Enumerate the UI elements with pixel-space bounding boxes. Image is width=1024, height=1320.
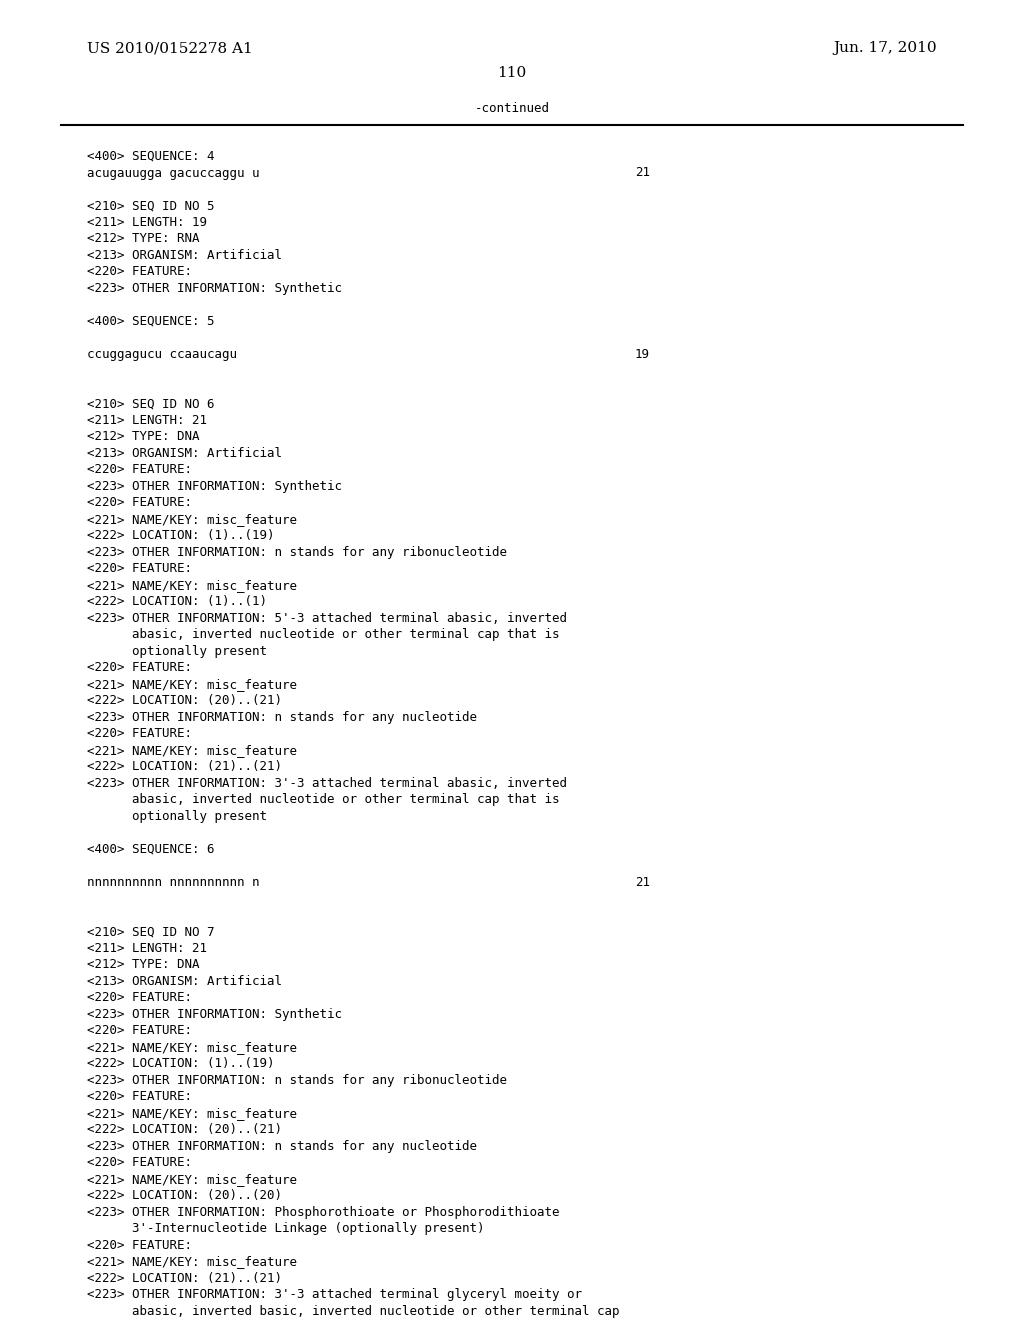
Text: optionally present: optionally present bbox=[87, 810, 267, 822]
Text: -continued: -continued bbox=[474, 102, 550, 115]
Text: <400> SEQUENCE: 4: <400> SEQUENCE: 4 bbox=[87, 150, 215, 162]
Text: <222> LOCATION: (20)..(21): <222> LOCATION: (20)..(21) bbox=[87, 694, 282, 708]
Text: <223> OTHER INFORMATION: 5'-3 attached terminal abasic, inverted: <223> OTHER INFORMATION: 5'-3 attached t… bbox=[87, 612, 567, 624]
Text: <400> SEQUENCE: 5: <400> SEQUENCE: 5 bbox=[87, 315, 215, 327]
Text: <212> TYPE: RNA: <212> TYPE: RNA bbox=[87, 232, 200, 246]
Text: <211> LENGTH: 21: <211> LENGTH: 21 bbox=[87, 942, 207, 954]
Text: <212> TYPE: DNA: <212> TYPE: DNA bbox=[87, 958, 200, 972]
Text: <223> OTHER INFORMATION: 3'-3 attached terminal abasic, inverted: <223> OTHER INFORMATION: 3'-3 attached t… bbox=[87, 777, 567, 789]
Text: abasic, inverted basic, inverted nucleotide or other terminal cap: abasic, inverted basic, inverted nucleot… bbox=[87, 1305, 620, 1317]
Text: <220> FEATURE:: <220> FEATURE: bbox=[87, 661, 193, 675]
Text: <223> OTHER INFORMATION: n stands for any ribonucleotide: <223> OTHER INFORMATION: n stands for an… bbox=[87, 546, 507, 558]
Text: <223> OTHER INFORMATION: n stands for any nucleotide: <223> OTHER INFORMATION: n stands for an… bbox=[87, 711, 477, 723]
Text: <213> ORGANISM: Artificial: <213> ORGANISM: Artificial bbox=[87, 447, 282, 459]
Text: <221> NAME/KEY: misc_feature: <221> NAME/KEY: misc_feature bbox=[87, 744, 297, 756]
Text: <213> ORGANISM: Artificial: <213> ORGANISM: Artificial bbox=[87, 249, 282, 261]
Text: <211> LENGTH: 19: <211> LENGTH: 19 bbox=[87, 216, 207, 228]
Text: Jun. 17, 2010: Jun. 17, 2010 bbox=[834, 41, 937, 55]
Text: <223> OTHER INFORMATION: 3'-3 attached terminal glyceryl moeity or: <223> OTHER INFORMATION: 3'-3 attached t… bbox=[87, 1288, 582, 1302]
Text: <221> NAME/KEY: misc_feature: <221> NAME/KEY: misc_feature bbox=[87, 579, 297, 591]
Text: <222> LOCATION: (20)..(21): <222> LOCATION: (20)..(21) bbox=[87, 1123, 282, 1137]
Text: <220> FEATURE:: <220> FEATURE: bbox=[87, 727, 193, 741]
Text: 21: 21 bbox=[635, 166, 650, 180]
Text: <221> NAME/KEY: misc_feature: <221> NAME/KEY: misc_feature bbox=[87, 513, 297, 525]
Text: <221> NAME/KEY: misc_feature: <221> NAME/KEY: misc_feature bbox=[87, 1173, 297, 1185]
Text: <222> LOCATION: (1)..(1): <222> LOCATION: (1)..(1) bbox=[87, 595, 267, 609]
Text: <223> OTHER INFORMATION: n stands for any nucleotide: <223> OTHER INFORMATION: n stands for an… bbox=[87, 1140, 477, 1152]
Text: <220> FEATURE:: <220> FEATURE: bbox=[87, 463, 193, 477]
Text: <220> FEATURE:: <220> FEATURE: bbox=[87, 1024, 193, 1038]
Text: <220> FEATURE:: <220> FEATURE: bbox=[87, 562, 193, 576]
Text: <210> SEQ ID NO 5: <210> SEQ ID NO 5 bbox=[87, 199, 215, 213]
Text: <221> NAME/KEY: misc_feature: <221> NAME/KEY: misc_feature bbox=[87, 1255, 297, 1269]
Text: 19: 19 bbox=[635, 348, 650, 360]
Text: <210> SEQ ID NO 6: <210> SEQ ID NO 6 bbox=[87, 397, 215, 411]
Text: <210> SEQ ID NO 7: <210> SEQ ID NO 7 bbox=[87, 925, 215, 939]
Text: <220> FEATURE:: <220> FEATURE: bbox=[87, 1239, 193, 1251]
Text: <220> FEATURE:: <220> FEATURE: bbox=[87, 991, 193, 1005]
Text: ccuggagucu ccaaucagu: ccuggagucu ccaaucagu bbox=[87, 348, 237, 360]
Text: <223> OTHER INFORMATION: Synthetic: <223> OTHER INFORMATION: Synthetic bbox=[87, 282, 342, 294]
Text: <223> OTHER INFORMATION: Synthetic: <223> OTHER INFORMATION: Synthetic bbox=[87, 1008, 342, 1020]
Text: <220> FEATURE:: <220> FEATURE: bbox=[87, 265, 193, 279]
Text: <221> NAME/KEY: misc_feature: <221> NAME/KEY: misc_feature bbox=[87, 1107, 297, 1119]
Text: US 2010/0152278 A1: US 2010/0152278 A1 bbox=[87, 41, 253, 55]
Text: nnnnnnnnnn nnnnnnnnnn n: nnnnnnnnnn nnnnnnnnnn n bbox=[87, 876, 259, 888]
Text: <223> OTHER INFORMATION: Phosphorothioate or Phosphorodithioate: <223> OTHER INFORMATION: Phosphorothioat… bbox=[87, 1206, 559, 1218]
Text: acugauugga gacuccaggu u: acugauugga gacuccaggu u bbox=[87, 166, 259, 180]
Text: <212> TYPE: DNA: <212> TYPE: DNA bbox=[87, 430, 200, 444]
Text: <222> LOCATION: (1)..(19): <222> LOCATION: (1)..(19) bbox=[87, 529, 274, 543]
Text: abasic, inverted nucleotide or other terminal cap that is: abasic, inverted nucleotide or other ter… bbox=[87, 793, 559, 807]
Text: <222> LOCATION: (20)..(20): <222> LOCATION: (20)..(20) bbox=[87, 1189, 282, 1203]
Text: <213> ORGANISM: Artificial: <213> ORGANISM: Artificial bbox=[87, 975, 282, 987]
Text: <221> NAME/KEY: misc_feature: <221> NAME/KEY: misc_feature bbox=[87, 1041, 297, 1053]
Text: 3'-Internucleotide Linkage (optionally present): 3'-Internucleotide Linkage (optionally p… bbox=[87, 1222, 484, 1236]
Text: <211> LENGTH: 21: <211> LENGTH: 21 bbox=[87, 414, 207, 426]
Text: <400> SEQUENCE: 6: <400> SEQUENCE: 6 bbox=[87, 843, 215, 855]
Text: abasic, inverted nucleotide or other terminal cap that is: abasic, inverted nucleotide or other ter… bbox=[87, 628, 559, 642]
Text: <220> FEATURE:: <220> FEATURE: bbox=[87, 1156, 193, 1170]
Text: <222> LOCATION: (21)..(21): <222> LOCATION: (21)..(21) bbox=[87, 1272, 282, 1284]
Text: <222> LOCATION: (1)..(19): <222> LOCATION: (1)..(19) bbox=[87, 1057, 274, 1071]
Text: <223> OTHER INFORMATION: n stands for any ribonucleotide: <223> OTHER INFORMATION: n stands for an… bbox=[87, 1074, 507, 1086]
Text: <223> OTHER INFORMATION: Synthetic: <223> OTHER INFORMATION: Synthetic bbox=[87, 480, 342, 492]
Text: 21: 21 bbox=[635, 876, 650, 888]
Text: <220> FEATURE:: <220> FEATURE: bbox=[87, 496, 193, 510]
Text: optionally present: optionally present bbox=[87, 645, 267, 657]
Text: <221> NAME/KEY: misc_feature: <221> NAME/KEY: misc_feature bbox=[87, 678, 297, 690]
Text: <220> FEATURE:: <220> FEATURE: bbox=[87, 1090, 193, 1104]
Text: <222> LOCATION: (21)..(21): <222> LOCATION: (21)..(21) bbox=[87, 760, 282, 774]
Text: 110: 110 bbox=[498, 66, 526, 81]
